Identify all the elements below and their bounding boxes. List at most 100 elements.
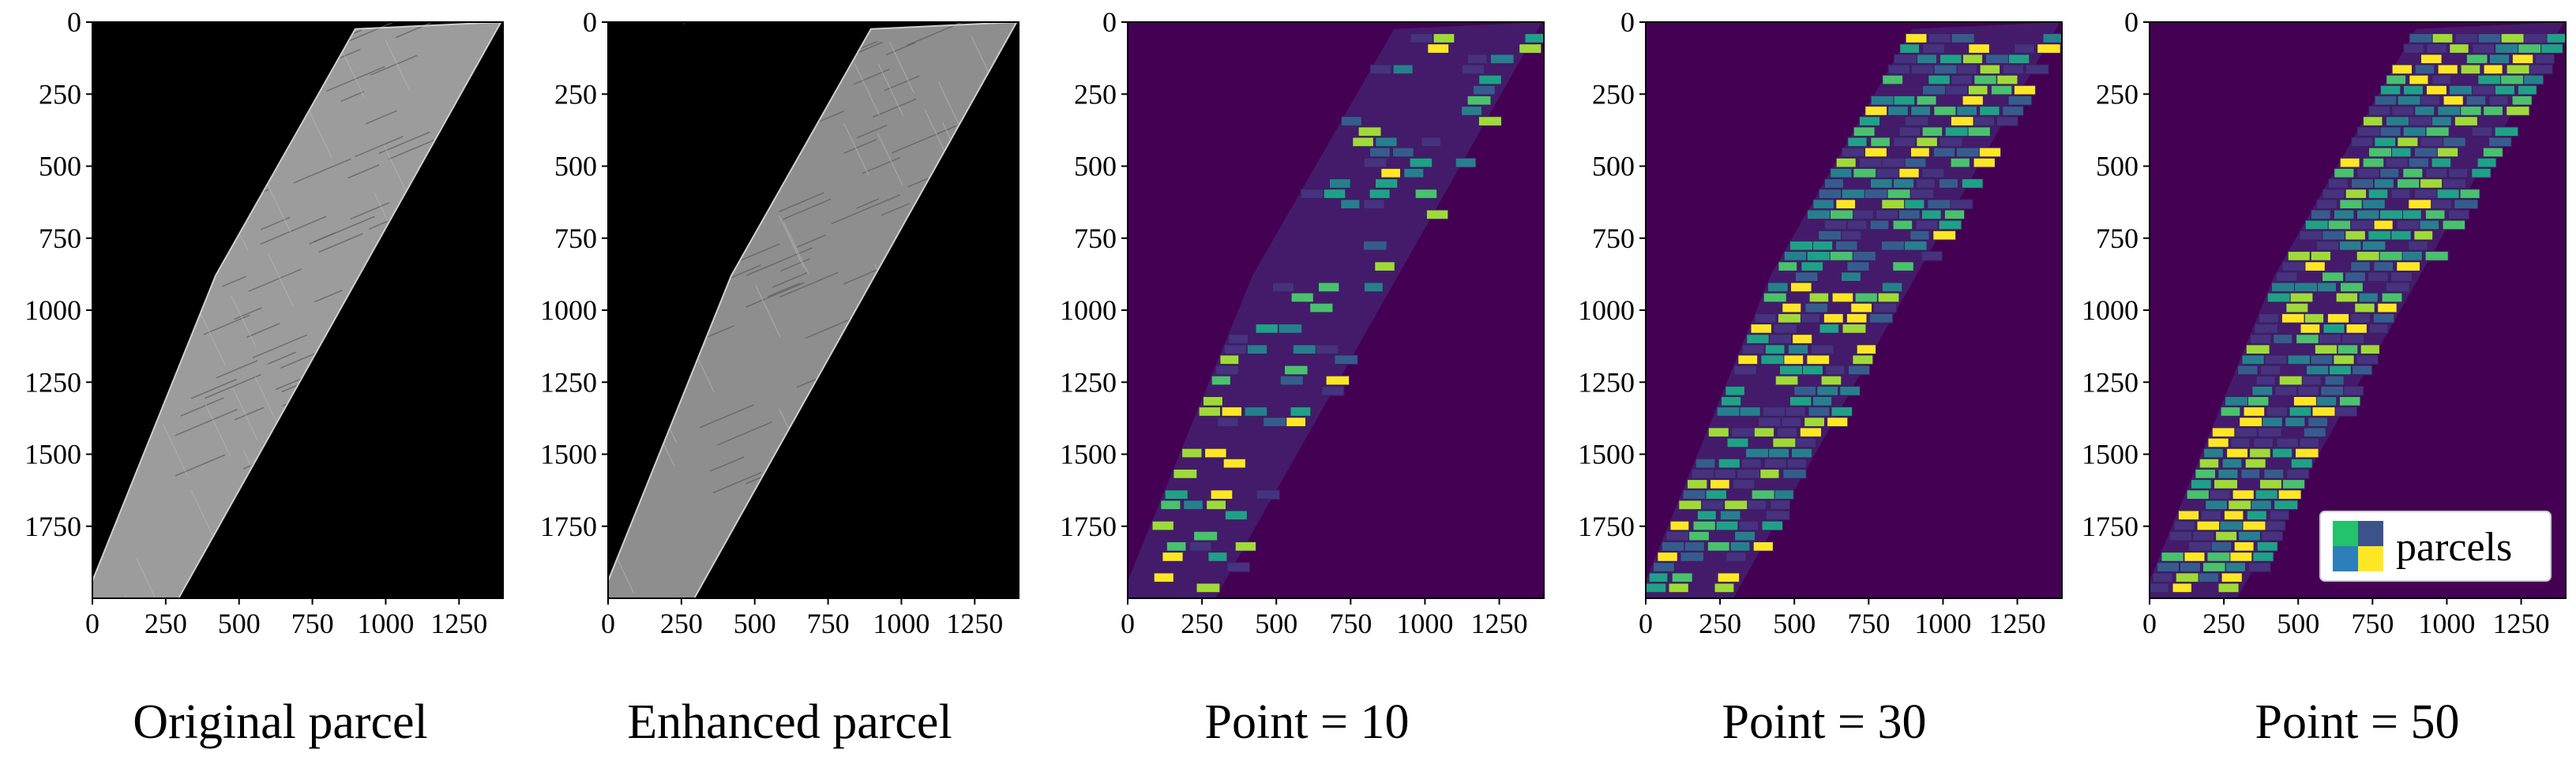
parcel-cell — [2226, 448, 2249, 459]
parcel-cell — [1733, 365, 1757, 376]
parcel-cell — [2471, 167, 2492, 178]
parcel-cell — [2316, 199, 2338, 210]
parcel-cell — [1893, 95, 1916, 106]
parcel-cell — [1661, 541, 1685, 552]
parcel-cell — [1921, 126, 1943, 137]
parcel-cell — [2191, 479, 2212, 489]
parcel-cell — [2414, 64, 2435, 75]
parcel-cell — [2225, 562, 2246, 572]
parcel-cell — [1244, 406, 1268, 417]
parcel-cell — [2007, 95, 2033, 106]
parcel-cell — [1793, 385, 1817, 396]
parcel-cell — [2219, 520, 2244, 531]
parcel-cell — [2205, 500, 2228, 511]
parcel-cell — [1263, 417, 1287, 427]
parcel-cell — [2289, 292, 2314, 303]
parcel-cell — [2254, 324, 2278, 334]
parcel-cell — [1842, 147, 1865, 158]
parcel-cell — [1375, 178, 1399, 189]
parcel-cell — [1646, 582, 1667, 594]
parcel-cell — [2372, 313, 2395, 324]
parcel-cell — [1290, 406, 1312, 417]
parcel-cell — [1321, 385, 1345, 396]
parcel-cell — [1839, 385, 1861, 396]
parcel-cell — [2200, 510, 2221, 521]
parcel-cell — [2206, 552, 2231, 562]
y-tick-label: 0 — [1620, 6, 1635, 38]
parcel-cell — [2233, 541, 2255, 552]
parcel-cell — [1752, 541, 1774, 552]
parcel-cell — [2424, 209, 2446, 220]
parcel-cell — [1204, 448, 1227, 459]
parcel-cell — [2436, 189, 2460, 199]
parcel-cell — [2379, 126, 2401, 137]
parcel-cell — [2409, 74, 2429, 85]
parcel-cell — [1403, 167, 1425, 178]
parcel-cell — [1173, 469, 1198, 479]
parcel-cell — [2356, 126, 2381, 137]
parcel-cell — [1687, 479, 1708, 489]
parcel-cell — [1427, 43, 1450, 54]
parcel-cell — [1684, 541, 1705, 552]
parcel-cell — [2460, 106, 2482, 116]
parcel-cell — [1765, 510, 1790, 521]
parcel-cell — [2482, 147, 2503, 158]
parcel-cell — [2299, 230, 2323, 241]
y-tick-label: 250 — [1074, 78, 1117, 110]
parcel-cell — [1726, 437, 1749, 448]
parcel-cell — [1206, 500, 1226, 511]
parcel-cell — [1717, 572, 1740, 583]
parcel-cell — [2199, 458, 2220, 469]
y-tick-label: 1500 — [540, 439, 597, 470]
parcel-cell — [2014, 43, 2035, 54]
parcel-cell — [1933, 64, 1958, 75]
parcel-cell — [1910, 64, 1935, 75]
x-tick-label: 1000 — [2418, 608, 2475, 639]
parcel-cell — [1759, 469, 1780, 479]
parcel-cell — [1769, 334, 1793, 344]
parcel-cell — [2316, 240, 2340, 251]
parcel-cell — [2397, 137, 2419, 148]
parcel-cell — [1782, 469, 1807, 479]
parcel-cell — [2007, 54, 2030, 65]
parcel-cell — [1695, 458, 1716, 469]
legend-swatch — [2358, 521, 2383, 546]
parcel-cell — [2426, 84, 2447, 96]
legend: parcels — [2319, 511, 2552, 582]
parcel-cell — [1770, 500, 1790, 511]
parcel-cell — [1671, 572, 1693, 583]
parcel-cell — [1922, 84, 1947, 96]
parcel-cell — [2523, 33, 2548, 43]
panel-2: 0 250 500 750 1000 1250 0 250 500 750 1000 1250 1500… — [540, 6, 1020, 749]
parcel-cell — [2390, 230, 2412, 241]
parcel-cell — [1166, 541, 1187, 552]
parcel-cell — [2460, 64, 2481, 75]
parcel-cell — [1916, 95, 1937, 106]
parcel-cell — [1909, 189, 1935, 199]
parcel-cell — [1800, 313, 1821, 324]
parcel-cell — [1692, 520, 1716, 531]
parcel-cell — [1887, 189, 1912, 199]
parcel-cell — [2322, 272, 2345, 282]
parcel-cell — [2198, 572, 2219, 583]
parcel-cell — [2390, 272, 2413, 282]
parcel-cell — [2249, 448, 2271, 459]
parcel-cell — [1939, 54, 1962, 65]
y-tick-label: 1000 — [1060, 294, 1117, 326]
parcel-cell — [2333, 354, 2355, 365]
parcel-cell — [1830, 167, 1853, 178]
parcel-cell — [1783, 251, 1808, 261]
parcel-cell — [2217, 582, 2240, 594]
parcel-cell — [2391, 64, 2413, 75]
parcel-cell — [2408, 199, 2432, 210]
parcel-cell — [1881, 240, 1905, 251]
parcel-cell — [1853, 167, 1877, 178]
parcel-cell — [1831, 406, 1853, 417]
parcel-cell — [2360, 344, 2380, 354]
parcel-cell — [2334, 167, 2355, 178]
parcel-cell — [2253, 437, 2274, 448]
parcel-cell — [2240, 469, 2261, 479]
parcel-cell — [1922, 43, 1946, 54]
parcel-cell — [1806, 251, 1831, 261]
parcel-cell — [2442, 178, 2467, 189]
